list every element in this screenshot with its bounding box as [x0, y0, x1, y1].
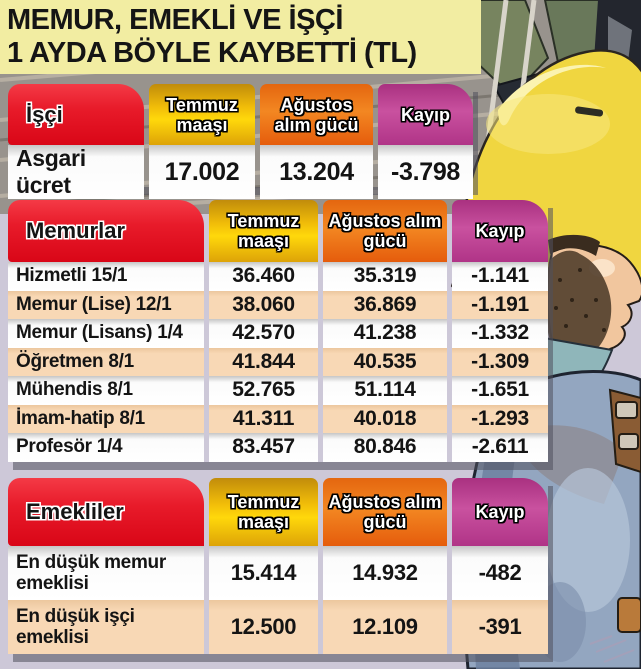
- table-row: En düşük memur emeklisi 15.414 14.932 -4…: [8, 546, 548, 600]
- headline-line2: 1 AYDA BÖYLE KAYBETTİ (TL): [7, 37, 417, 69]
- table-row: Memur (Lisans) 1/4 42.570 41.238 -1.332: [8, 319, 548, 348]
- column-header-temmuz-maasi: Temmuz maaşı: [209, 200, 318, 262]
- sideburn: [548, 234, 600, 256]
- column-header-temmuz-maasi: Temmuz maaşı: [149, 84, 255, 145]
- salary-value: 38.060: [209, 290, 318, 319]
- salary-value: 42.570: [209, 319, 318, 348]
- row-label: İmam-hatip 8/1: [8, 404, 204, 433]
- worker-beard: [544, 250, 612, 356]
- row-label: Asgari ücret: [8, 145, 144, 199]
- column-header-kayip: Kayıp: [452, 200, 548, 262]
- table-emekliler-header: Emekliler Temmuz maaşı Ağustos alım gücü…: [8, 478, 548, 546]
- purchasing-value: 12.109: [323, 600, 447, 654]
- salary-value: 41.311: [209, 404, 318, 433]
- table-row: En düşük işçi emeklisi 12.500 12.109 -39…: [8, 600, 548, 654]
- column-header-agustos-alim-gucu: Ağustos alım gücü: [323, 478, 447, 546]
- table-row: Öğretmen 8/1 41.844 40.535 -1.309: [8, 347, 548, 376]
- row-label: Memur (Lise) 12/1: [8, 290, 204, 319]
- purchasing-value: 14.932: [323, 546, 447, 600]
- loss-value: -482: [452, 546, 548, 600]
- salary-value: 36.460: [209, 262, 318, 291]
- salary-value: 12.500: [209, 600, 318, 654]
- column-header-kayip: Kayıp: [452, 478, 548, 546]
- row-label: En düşük memur emeklisi: [8, 546, 204, 600]
- table-emekliler: Emekliler Temmuz maaşı Ağustos alım gücü…: [8, 478, 548, 654]
- row-label: Mühendis 8/1: [8, 376, 204, 405]
- purchasing-value: 40.018: [323, 404, 447, 433]
- salary-value: 17.002: [149, 145, 255, 199]
- helmet-vent: [575, 106, 604, 117]
- table-row: Memur (Lise) 12/1 38.060 36.869 -1.191: [8, 290, 548, 319]
- loss-value: -1.332: [452, 319, 548, 348]
- loss-value: -3.798: [378, 145, 473, 199]
- group-header-isci: İşçi: [8, 84, 144, 145]
- headline-line1: MEMUR, EMEKLİ VE İŞÇİ: [7, 4, 343, 36]
- row-label: Memur (Lisans) 1/4: [8, 319, 204, 348]
- column-header-temmuz-maasi: Temmuz maaşı: [209, 478, 318, 546]
- row-label: Öğretmen 8/1: [8, 347, 204, 376]
- purchasing-value: 51.114: [323, 376, 447, 405]
- purchasing-value: 80.846: [323, 433, 447, 462]
- table-memurlar-header: Memurlar Temmuz maaşı Ağustos alım gücü …: [8, 200, 548, 262]
- purchasing-value: 35.319: [323, 262, 447, 291]
- column-header-agustos-alim-gucu: Ağustos alım gücü: [260, 84, 373, 145]
- table-row: Hizmetli 15/1 36.460 35.319 -1.141: [8, 262, 548, 291]
- strap-buckle-1: [615, 401, 638, 419]
- group-header-memurlar: Memurlar: [8, 200, 204, 262]
- loss-value: -2.611: [452, 433, 548, 462]
- helmet-sheen: [486, 94, 610, 154]
- row-label: Hizmetli 15/1: [8, 262, 204, 291]
- table-isci-header: İşçi Temmuz maaşı Ağustos alım gücü Kayı…: [8, 84, 473, 145]
- purchasing-value: 41.238: [323, 319, 447, 348]
- table-row: Mühendis 8/1 52.765 51.114 -1.651: [8, 376, 548, 405]
- beard-stipple: [554, 268, 606, 332]
- loss-value: -1.141: [452, 262, 548, 291]
- loss-value: -1.651: [452, 376, 548, 405]
- table-isci: İşçi Temmuz maaşı Ağustos alım gücü Kayı…: [8, 84, 473, 199]
- strap-lower: [617, 597, 641, 633]
- table-row: Asgari ücret 17.002 13.204 -3.798: [8, 145, 473, 199]
- salary-value: 52.765: [209, 376, 318, 405]
- jacket-highlight: [546, 468, 630, 612]
- row-label: En düşük işçi emeklisi: [8, 600, 204, 654]
- table-row: Profesör 1/4 83.457 80.846 -2.611: [8, 433, 548, 462]
- loss-value: -1.309: [452, 347, 548, 376]
- salary-value: 83.457: [209, 433, 318, 462]
- wall-sketch-lines: [589, 635, 635, 663]
- loss-value: -1.293: [452, 404, 548, 433]
- loss-value: -391: [452, 600, 548, 654]
- salary-value: 15.414: [209, 546, 318, 600]
- salary-value: 41.844: [209, 347, 318, 376]
- row-label: Profesör 1/4: [8, 433, 204, 462]
- table-row: İmam-hatip 8/1 41.311 40.018 -1.293: [8, 404, 548, 433]
- group-header-emekliler: Emekliler: [8, 478, 204, 546]
- table-memurlar: Memurlar Temmuz maaşı Ağustos alım gücü …: [8, 200, 548, 462]
- column-header-agustos-alim-gucu: Ağustos alım gücü: [323, 200, 447, 262]
- purchasing-value: 36.869: [323, 290, 447, 319]
- purchasing-value: 13.204: [260, 145, 373, 199]
- purchasing-value: 40.535: [323, 347, 447, 376]
- strap-buckle-2: [618, 433, 639, 450]
- column-header-kayip: Kayıp: [378, 84, 473, 145]
- headline: MEMUR, EMEKLİ VE İŞÇİ 1 AYDA BÖYLE KAYBE…: [0, 0, 481, 74]
- loss-value: -1.191: [452, 290, 548, 319]
